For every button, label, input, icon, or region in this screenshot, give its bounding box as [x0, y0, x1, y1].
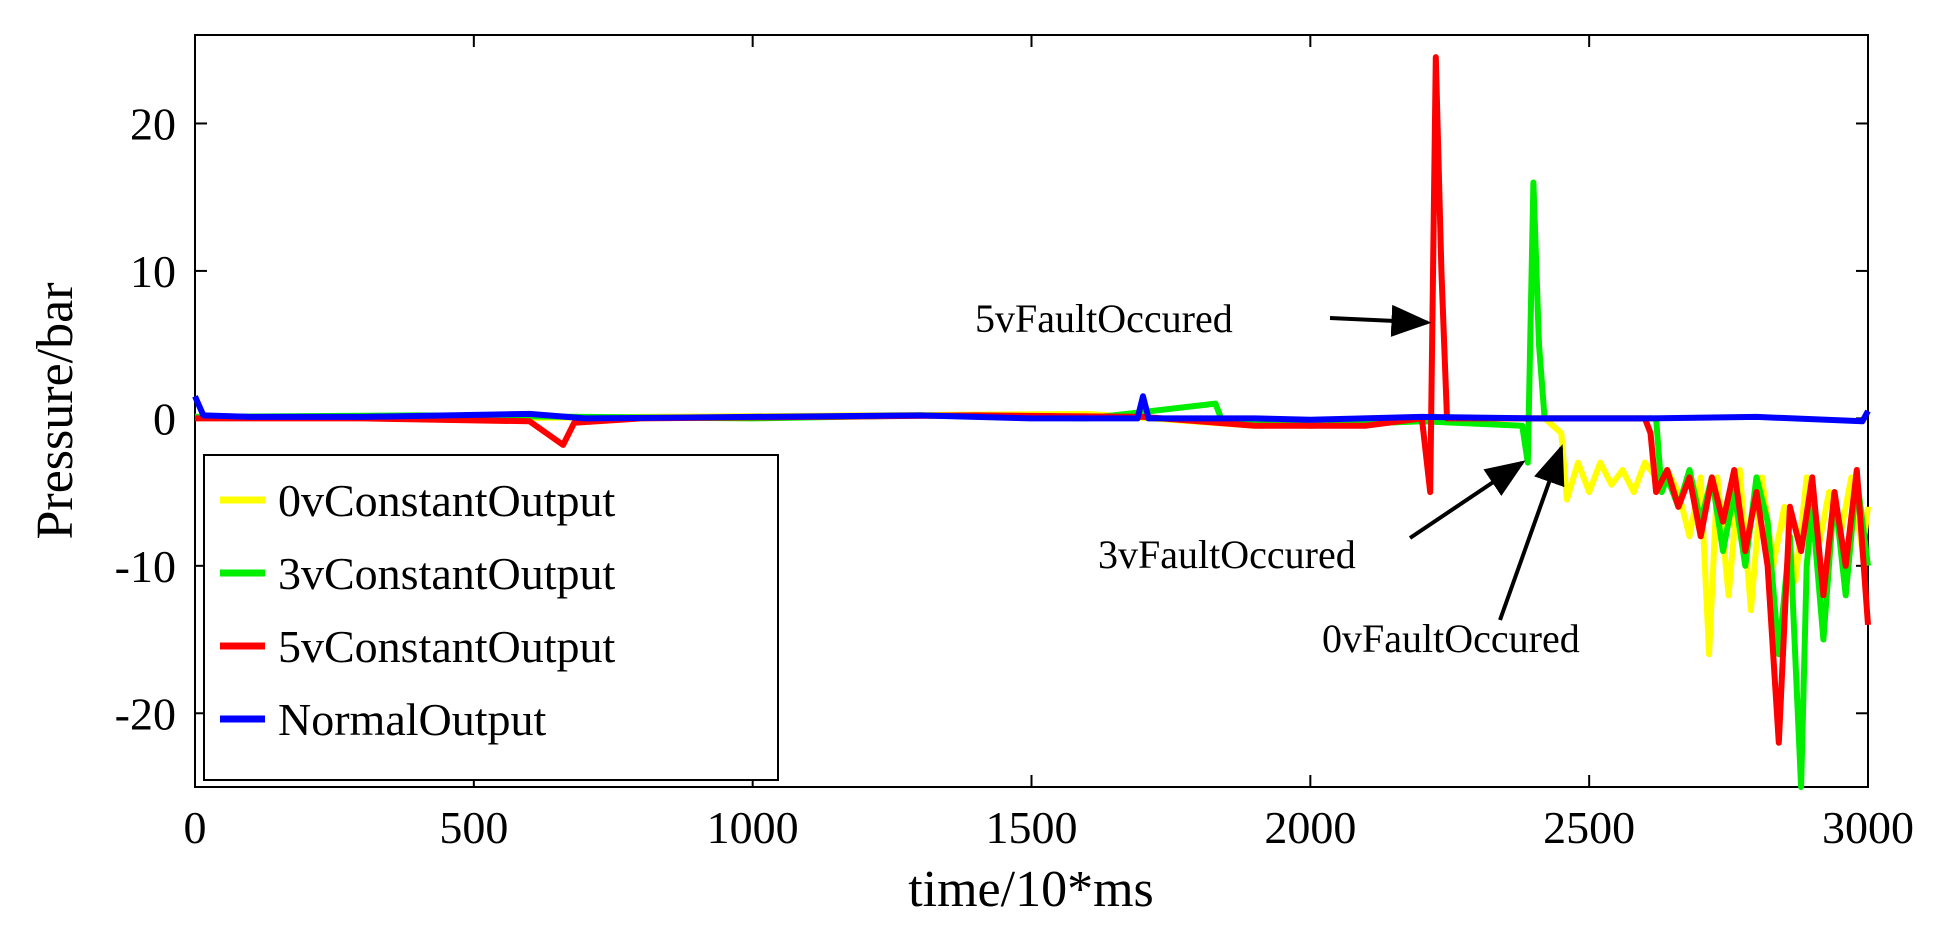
annotations: 5vFaultOccured 3vFaultOccured 0vFaultOccur… [975, 296, 1580, 661]
y-tick-label: 10 [130, 246, 176, 297]
legend-label: 5vConstantOutput [278, 621, 616, 672]
y-tick-label: 20 [130, 98, 176, 149]
annotation-label: 0vFaultOccured [1322, 616, 1580, 661]
x-tick-label: 2500 [1543, 802, 1635, 853]
y-axis-label: Pressure/bar [27, 282, 84, 539]
axis-ticks: 0 500 1000 1500 2000 2500 3000 20 10 0 -10 -20 [115, 35, 1914, 853]
y-tick-label: -10 [115, 541, 176, 592]
legend: 0vConstantOutput 3vConstantOutput 5vConsta… [203, 454, 779, 781]
series-line-NormalOutput [192, 393, 1871, 425]
y-tick-label: -20 [115, 688, 176, 739]
x-tick-label: 1000 [707, 802, 799, 853]
legend-label: NormalOutput [278, 694, 547, 745]
annotation-arrow [1498, 444, 1565, 621]
legend-box [203, 454, 779, 781]
x-tick-label: 500 [439, 802, 508, 853]
annotation-label: 3vFaultOccured [1098, 532, 1356, 577]
legend-label: 0vConstantOutput [278, 475, 616, 526]
annotation-arrow [1408, 460, 1526, 540]
x-axis-label: time/10*ms [908, 861, 1154, 918]
x-tick-label: 2000 [1264, 802, 1356, 853]
y-tick-label: 0 [153, 393, 176, 444]
x-tick-label: 3000 [1822, 802, 1914, 853]
x-tick-label: 1500 [986, 802, 1078, 853]
series-group [192, 54, 1871, 790]
annotation-label: 5vFaultOccured [975, 296, 1233, 341]
legend-label: 3vConstantOutput [278, 548, 616, 599]
annotation-arrow [1329, 304, 1432, 337]
x-tick-label: 0 [184, 802, 207, 853]
